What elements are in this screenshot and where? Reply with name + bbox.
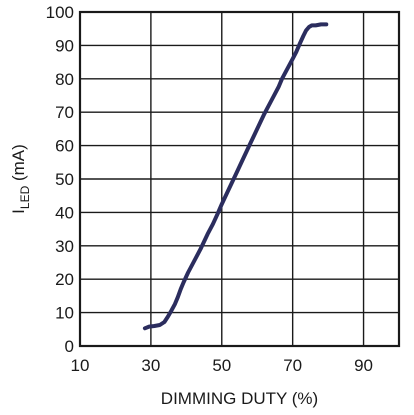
y-tick-label-60: 60 [55,137,74,156]
y-axis-title-main: I [9,209,28,214]
y-tick-label-100: 100 [46,3,74,22]
x-tick-label-50: 50 [212,356,231,375]
y-axis-title-suffix: (mA) [9,144,28,186]
y-tick-label-50: 50 [55,170,74,189]
y-tick-label-30: 30 [55,237,74,256]
grid [79,11,400,347]
y-tick-label-10: 10 [55,304,74,323]
x-tick-label-10: 10 [71,356,90,375]
x-axis-title: DIMMING DUTY (%) [161,389,318,408]
y-tick-label-70: 70 [55,103,74,122]
y-tick-label-40: 40 [55,203,74,222]
y-tick-label-0: 0 [65,337,74,356]
y-tick-label-80: 80 [55,70,74,89]
y-axis-title-subscript: LED [18,185,32,209]
y-tick-label-90: 90 [55,36,74,55]
y-tick-label-20: 20 [55,270,74,289]
x-tick-label-30: 30 [141,356,160,375]
y-axis-title: ILED (mA) [9,144,32,214]
x-tick-label-70: 70 [283,356,302,375]
plot-frame [78,10,401,348]
series-line-iled [142,22,329,331]
x-tick-label-90: 90 [354,356,373,375]
